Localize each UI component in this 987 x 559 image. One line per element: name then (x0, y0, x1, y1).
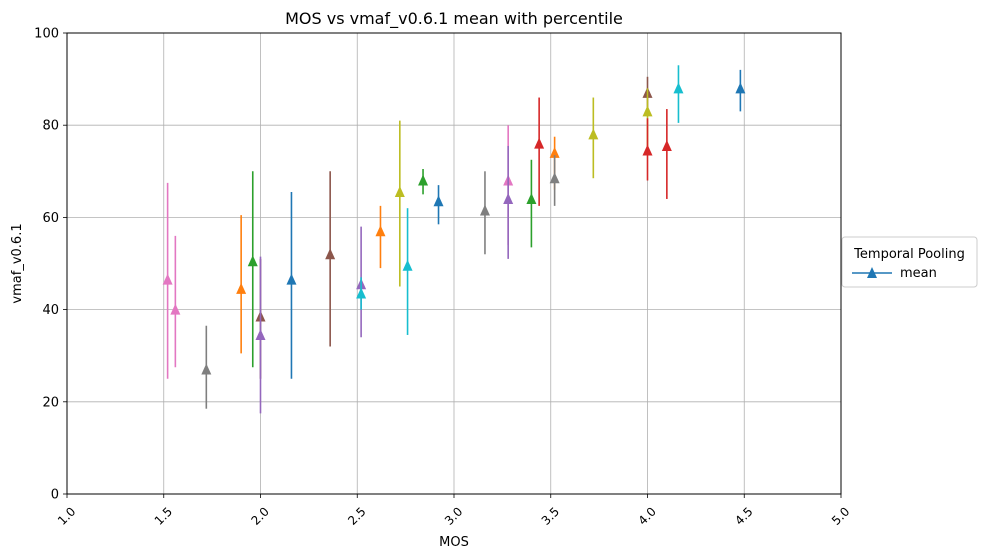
chart-title: MOS vs vmaf_v0.6.1 mean with percentile (285, 9, 623, 29)
data-point (356, 277, 367, 310)
data-point (526, 159, 537, 248)
data-point (588, 97, 599, 179)
data-point (394, 120, 405, 287)
mean-marker (735, 82, 746, 94)
legend-marker (867, 267, 877, 278)
mean-marker (201, 363, 212, 375)
x-tick-label: 4.0 (635, 504, 658, 527)
y-tick-label: 40 (42, 303, 59, 318)
y-tick-label: 0 (51, 488, 59, 503)
mean-marker (418, 174, 429, 186)
mean-marker (394, 186, 405, 198)
mean-marker (236, 282, 247, 294)
data-point (170, 235, 181, 368)
legend-title: Temporal Pooling (853, 247, 965, 262)
data-point (162, 182, 173, 379)
mean-marker (286, 273, 297, 285)
data-point (402, 208, 413, 335)
mean-marker (170, 303, 181, 315)
data-point (479, 171, 490, 255)
data-point (549, 155, 560, 206)
plot-frame (66, 32, 842, 495)
data-point (534, 97, 545, 206)
mean-marker (642, 144, 653, 156)
mean-marker (526, 192, 537, 204)
x-tick-label: 1.5 (152, 504, 175, 527)
mean-marker (534, 137, 545, 149)
mean-marker (402, 259, 413, 271)
y-tick-label: 80 (42, 119, 59, 134)
data-point (286, 192, 297, 379)
x-tick-label: 4.5 (732, 504, 755, 527)
data-point (201, 325, 212, 409)
data-point (661, 109, 672, 199)
data-point (236, 215, 247, 354)
mean-marker (375, 225, 386, 237)
x-tick-label: 2.5 (345, 504, 368, 527)
data-point (503, 145, 514, 259)
data-point (247, 171, 258, 368)
x-tick-label: 3.0 (442, 504, 465, 527)
y-tick-label: 20 (42, 395, 59, 410)
data-point (325, 171, 336, 347)
data-points (162, 65, 746, 414)
mean-marker (642, 105, 653, 117)
y-axis-label: vmaf_v0.6.1 (10, 223, 25, 303)
axes: 1.0 1.5 2.0 2.5 3.0 3.5 4.0 4.5 5.0 0 20 40 60 80 100 (34, 27, 852, 528)
legend-entry-label: mean (900, 266, 937, 281)
mean-marker (549, 146, 560, 158)
y-tick-label: 100 (34, 27, 59, 42)
x-tick-label: 1.0 (55, 504, 78, 527)
x-tick-label: 2.0 (248, 504, 271, 527)
mean-marker (661, 139, 672, 151)
x-tick-label: 5.0 (829, 504, 852, 527)
grid (66, 32, 842, 495)
y-tick-label: 60 (42, 211, 59, 226)
data-point (642, 118, 653, 181)
data-point (255, 256, 266, 414)
mean-marker (503, 192, 514, 204)
mean-marker (673, 82, 684, 94)
legend-box (841, 236, 978, 288)
mean-marker (433, 195, 444, 207)
mean-marker (247, 255, 258, 267)
data-point (673, 65, 684, 123)
data-point (418, 168, 429, 195)
mean-marker (162, 273, 173, 285)
mean-marker (588, 128, 599, 140)
data-point (735, 69, 746, 112)
data-point (433, 185, 444, 225)
mean-marker (549, 172, 560, 184)
mean-marker (255, 328, 266, 340)
data-point (375, 205, 386, 269)
mean-marker (479, 204, 490, 216)
mean-marker (356, 287, 367, 299)
x-tick-label: 3.5 (539, 504, 562, 527)
mean-marker (325, 248, 336, 260)
x-axis-label: MOS (439, 535, 469, 550)
legend: Temporal Pooling mean (841, 236, 978, 288)
